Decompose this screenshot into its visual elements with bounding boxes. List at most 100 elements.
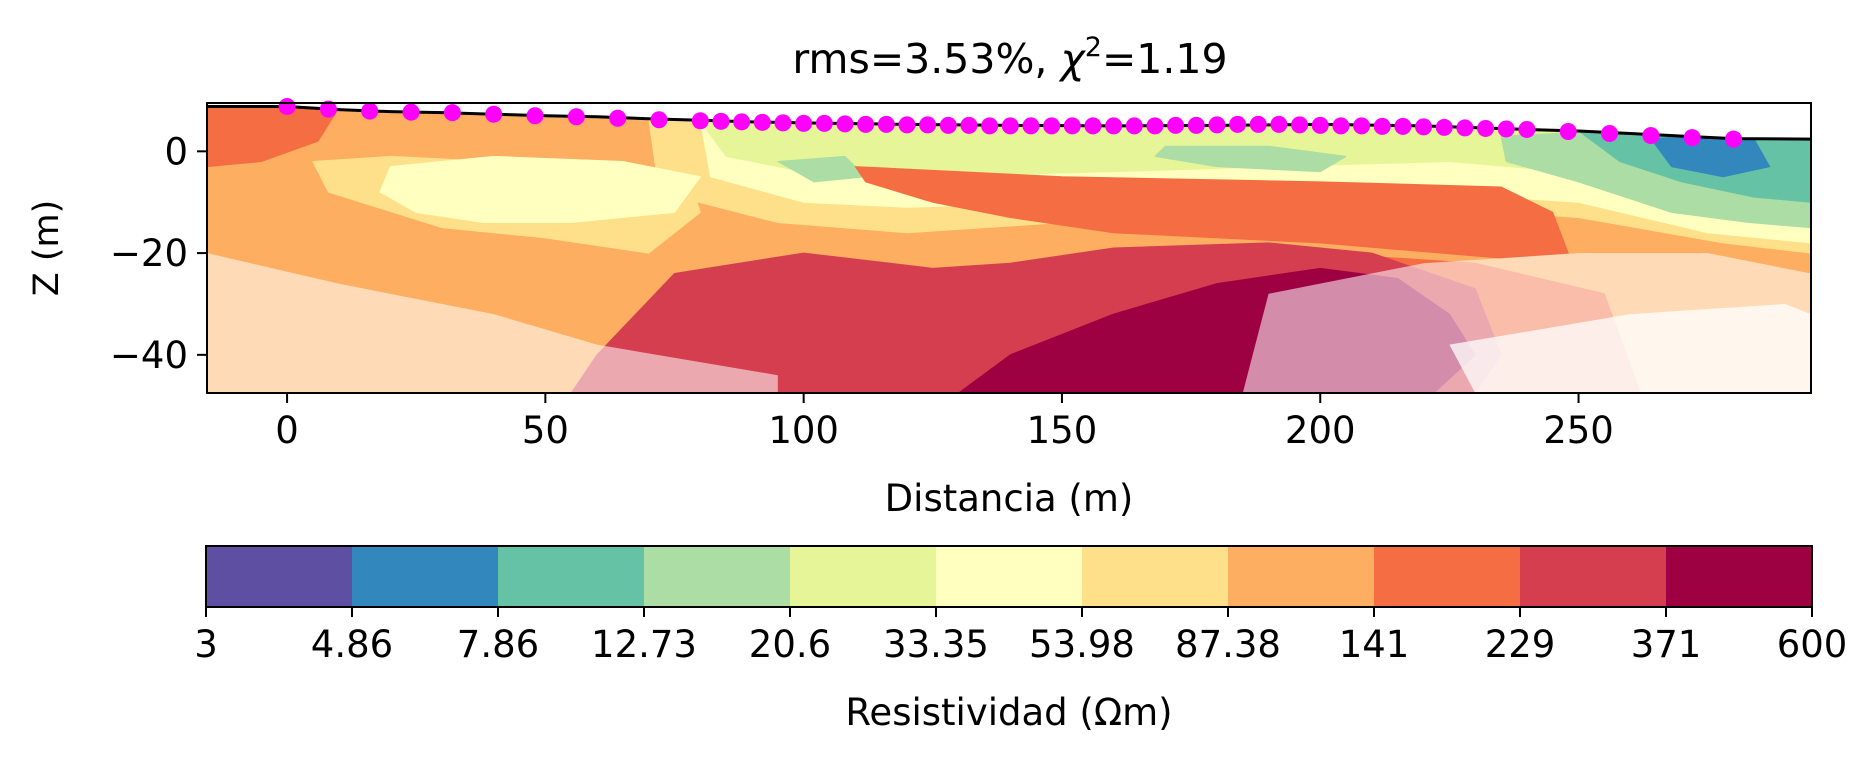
x-tick-label: 0 bbox=[275, 409, 299, 452]
resistivity-region-3 bbox=[379, 155, 701, 224]
colorbar-swatch-1 bbox=[352, 546, 499, 607]
electrode-32 bbox=[1146, 117, 1164, 135]
electrode-39 bbox=[1291, 116, 1309, 134]
electrode-16 bbox=[815, 114, 833, 132]
electrode-34 bbox=[1187, 116, 1205, 134]
x-tick-label: 100 bbox=[768, 409, 839, 452]
plot-area bbox=[207, 106, 1811, 393]
colorbar-swatch-2 bbox=[498, 546, 645, 607]
electrode-33 bbox=[1167, 116, 1185, 134]
surface-profile-line bbox=[207, 105, 1812, 141]
electrode-45 bbox=[1415, 118, 1433, 136]
colorbar-tick-label: 20.6 bbox=[749, 623, 831, 666]
electrode-51 bbox=[1559, 122, 1577, 140]
electrode-37 bbox=[1249, 115, 1267, 133]
colorbar-swatch-4 bbox=[790, 546, 937, 607]
colorbar-tick-label: 4.86 bbox=[311, 623, 393, 666]
chart-title: rms=3.53%, χ2=1.19 bbox=[792, 32, 1227, 83]
electrode-12 bbox=[733, 113, 751, 131]
colorbar-tick-label: 371 bbox=[1631, 623, 1702, 666]
x-tick-label: 50 bbox=[522, 409, 569, 452]
electrode-9 bbox=[650, 111, 668, 129]
x-tick-label: 200 bbox=[1285, 409, 1356, 452]
colorbar-tick-label: 3 bbox=[194, 623, 218, 666]
electrode-54 bbox=[1683, 129, 1701, 147]
electrode-6 bbox=[526, 107, 544, 125]
electrode-47 bbox=[1456, 119, 1474, 137]
electrode-53 bbox=[1642, 127, 1660, 145]
electrode-14 bbox=[774, 114, 792, 132]
electrode-52 bbox=[1601, 125, 1619, 143]
colorbar-tick-label: 33.35 bbox=[883, 623, 989, 666]
electrode-36 bbox=[1229, 115, 1247, 133]
colorbar-tick-label: 87.38 bbox=[1175, 623, 1281, 666]
electrode-50 bbox=[1518, 120, 1536, 138]
electrode-11 bbox=[712, 112, 730, 130]
electrode-18 bbox=[857, 115, 875, 133]
electrode-44 bbox=[1394, 117, 1412, 135]
colorbar-swatch-8 bbox=[1374, 546, 1521, 607]
electrode-10 bbox=[691, 112, 709, 130]
electrode-4 bbox=[443, 104, 461, 122]
colorbar-frame bbox=[205, 545, 1813, 608]
electrode-0 bbox=[278, 98, 296, 116]
colorbar bbox=[206, 546, 1813, 607]
plot-frame bbox=[206, 102, 1812, 394]
y-tick-label: 0 bbox=[164, 130, 188, 173]
colorbar-swatch-7 bbox=[1228, 546, 1375, 607]
colorbar-tick-label: 229 bbox=[1485, 623, 1556, 666]
colorbar-swatch-5 bbox=[936, 546, 1083, 607]
colorbar-swatch-0 bbox=[206, 546, 353, 607]
electrode-21 bbox=[919, 116, 937, 134]
electrode-28 bbox=[1063, 117, 1081, 135]
electrode-30 bbox=[1105, 117, 1123, 135]
y-tick-label: −20 bbox=[110, 232, 188, 275]
electrode-8 bbox=[609, 109, 627, 127]
x-axis-label: Distancia (m) bbox=[885, 477, 1134, 520]
electrode-22 bbox=[939, 116, 957, 134]
x-axis-ticks: 0 50 100 150 200 250 bbox=[275, 393, 1614, 452]
low-coverage-fade-2 bbox=[1449, 303, 1811, 393]
electrode-41 bbox=[1332, 117, 1350, 135]
resistivity-regions bbox=[207, 106, 1811, 393]
electrode-24 bbox=[981, 117, 999, 135]
colorbar-swatch-10 bbox=[1666, 546, 1813, 607]
electrode-42 bbox=[1353, 117, 1371, 135]
electrode-3 bbox=[402, 103, 420, 121]
electrode-43 bbox=[1373, 117, 1391, 135]
electrode-23 bbox=[960, 116, 978, 134]
electrode-29 bbox=[1084, 117, 1102, 135]
low-coverage-fade-0 bbox=[207, 253, 778, 393]
x-tick-label: 250 bbox=[1543, 409, 1614, 452]
colorbar-tick-label: 600 bbox=[1777, 623, 1848, 666]
electrode-25 bbox=[1001, 117, 1019, 135]
electrode-15 bbox=[795, 114, 813, 132]
electrode-31 bbox=[1125, 117, 1143, 135]
x-tick-label: 150 bbox=[1027, 409, 1098, 452]
y-axis-ticks: 0 −20 −40 bbox=[110, 130, 207, 377]
electrode-46 bbox=[1435, 118, 1453, 136]
electrode-48 bbox=[1477, 119, 1495, 137]
electrode-7 bbox=[567, 108, 585, 126]
electrode-38 bbox=[1270, 115, 1288, 133]
electrode-13 bbox=[753, 113, 771, 131]
electrode-55 bbox=[1725, 130, 1743, 148]
colorbar-swatch-6 bbox=[1082, 546, 1229, 607]
colorbar-tick-label: 141 bbox=[1339, 623, 1410, 666]
colorbar-tick-label: 7.86 bbox=[457, 623, 539, 666]
electrode-markers bbox=[278, 98, 1743, 148]
electrode-17 bbox=[836, 115, 854, 133]
electrode-5 bbox=[485, 105, 503, 123]
electrode-19 bbox=[877, 115, 895, 133]
electrode-40 bbox=[1311, 116, 1329, 134]
y-tick-label: −40 bbox=[110, 334, 188, 377]
colorbar-tick-label: 12.73 bbox=[591, 623, 697, 666]
electrode-26 bbox=[1022, 117, 1040, 135]
colorbar-tick-label: 53.98 bbox=[1029, 623, 1135, 666]
colorbar-label: Resistividad (Ωm) bbox=[845, 691, 1172, 734]
electrode-2 bbox=[361, 102, 379, 120]
electrode-49 bbox=[1497, 120, 1515, 138]
electrode-35 bbox=[1208, 116, 1226, 134]
colorbar-swatch-9 bbox=[1520, 546, 1667, 607]
